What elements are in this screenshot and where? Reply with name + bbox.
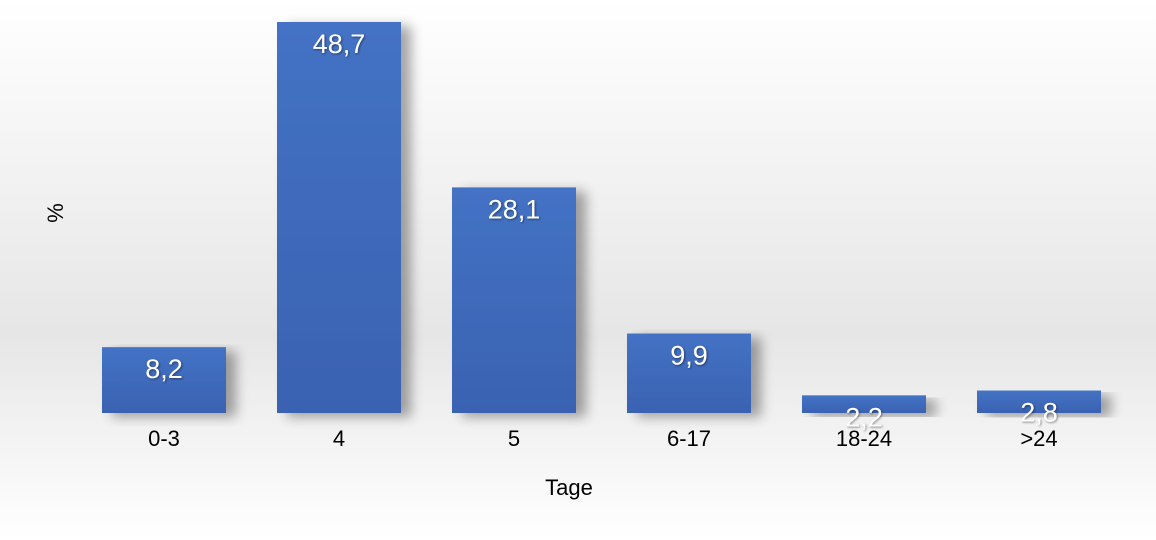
x-tick-label: >24	[1020, 426, 1057, 451]
bar-0	[102, 347, 226, 413]
x-tick-label: 18-24	[836, 426, 892, 451]
bar-value-label: 8,2	[145, 354, 183, 384]
x-tick-labels-group: 0-3 4 5 6-17 18-24 >24	[148, 426, 1058, 451]
y-axis-title: %	[43, 203, 68, 223]
x-tick-label: 5	[508, 426, 520, 451]
bar-value-label: 28,1	[488, 194, 541, 224]
bar-3	[627, 333, 751, 413]
bars-group	[102, 22, 1101, 413]
x-tick-label: 0-3	[148, 426, 180, 451]
bar-value-label: 48,7	[313, 29, 366, 59]
bar-4	[802, 395, 926, 413]
x-tick-label: 6-17	[667, 426, 711, 451]
bar-value-label: 2,2	[845, 402, 883, 432]
x-tick-label: 4	[333, 426, 345, 451]
value-labels-group: 8,2 48,7 28,1 9,9 2,2 2,8	[145, 29, 1058, 432]
x-axis-title: Tage	[545, 475, 593, 500]
bar-value-label: 2,8	[1020, 398, 1058, 428]
bar-2	[452, 187, 576, 413]
bar-5	[977, 390, 1101, 413]
bar-1	[277, 22, 401, 413]
bar-value-label: 9,9	[670, 341, 708, 371]
